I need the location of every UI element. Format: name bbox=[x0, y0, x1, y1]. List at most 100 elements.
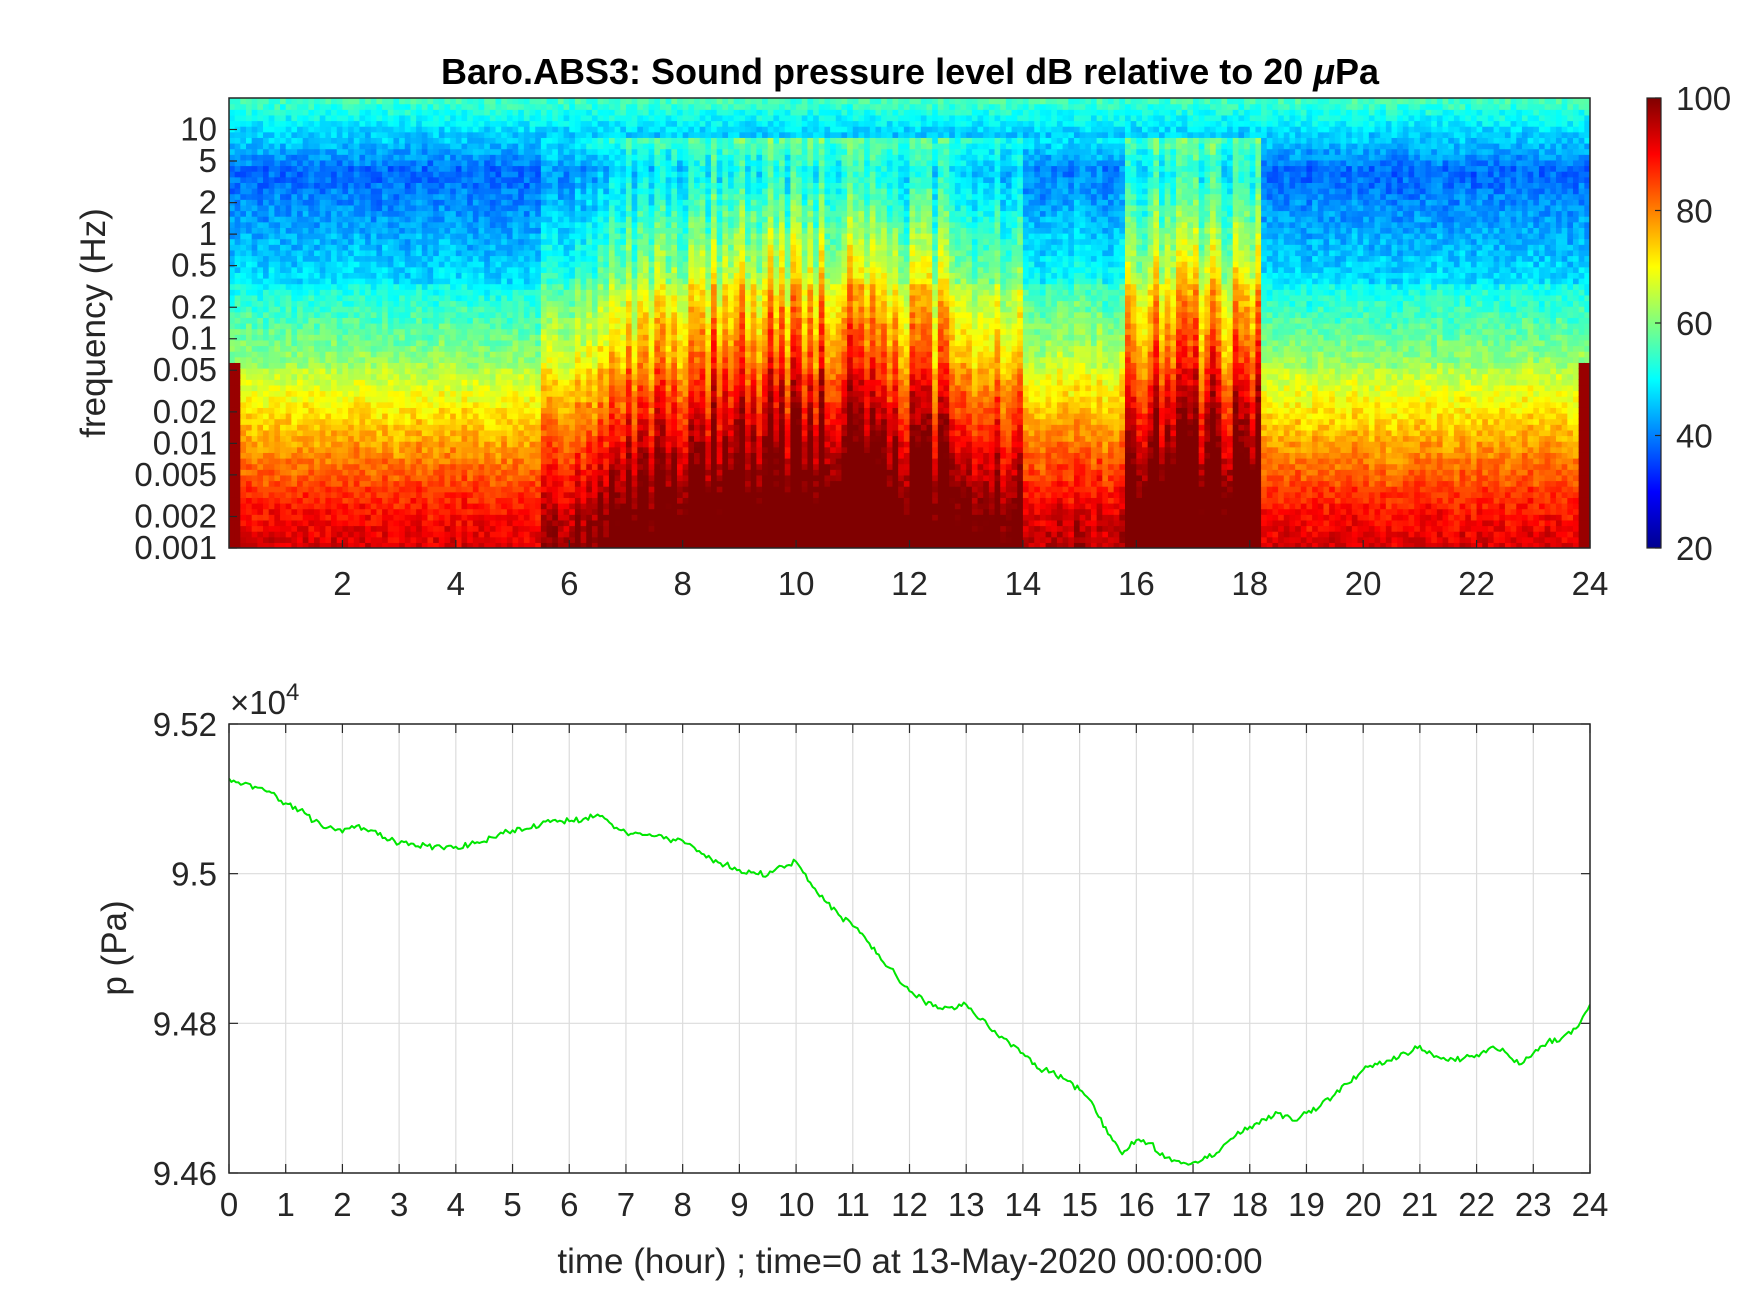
spectrogram-cell bbox=[523, 199, 531, 206]
spectrogram-cell bbox=[478, 379, 485, 386]
spectrogram-cell bbox=[472, 294, 480, 302]
spectrogram-cell bbox=[506, 351, 514, 358]
spectrogram-cell bbox=[274, 508, 281, 515]
spectrogram-cell bbox=[251, 261, 258, 268]
spectrogram-cell bbox=[353, 204, 361, 212]
spectrogram-cell bbox=[438, 176, 446, 183]
spectrogram-cell bbox=[427, 216, 434, 223]
spectrogram-cell bbox=[370, 480, 378, 487]
spectrogram-cell bbox=[540, 289, 548, 296]
spectrogram-cell bbox=[263, 351, 270, 358]
spectrogram-cell bbox=[348, 480, 355, 487]
spectrogram-cell bbox=[251, 441, 258, 448]
spectrogram-cell bbox=[393, 98, 400, 105]
spectrogram-cell bbox=[376, 221, 383, 228]
spectrogram-cell bbox=[557, 323, 565, 330]
spectrogram-cell bbox=[557, 452, 565, 459]
spectrogram-cell bbox=[557, 159, 565, 167]
spectrogram-cell bbox=[512, 525, 519, 532]
spectrogram-cell bbox=[365, 542, 372, 548]
spectrogram-cell bbox=[450, 188, 457, 195]
spectrogram-cell bbox=[234, 407, 241, 414]
spectrogram-cell bbox=[359, 283, 366, 290]
spectrogram-cell bbox=[274, 210, 281, 217]
spectrogram-cell bbox=[552, 536, 559, 543]
spectrogram-cell bbox=[274, 272, 281, 279]
spectrogram-cell bbox=[501, 339, 508, 347]
spectrogram-cell bbox=[540, 362, 548, 369]
spectrogram-cell bbox=[285, 452, 292, 459]
spectrogram-cell bbox=[387, 300, 395, 307]
spectrogram-cell bbox=[467, 345, 474, 352]
spectrogram-cell bbox=[342, 356, 349, 363]
spectrogram-cell bbox=[489, 334, 497, 341]
spectrogram-cell bbox=[455, 334, 463, 341]
spectrogram-cell bbox=[319, 137, 326, 144]
spectrogram-cell bbox=[461, 244, 468, 251]
spectrogram-cell bbox=[404, 474, 412, 482]
spectrogram-cell bbox=[563, 227, 570, 234]
spectrogram-cell bbox=[563, 418, 570, 425]
spectrogram-cell bbox=[506, 98, 514, 105]
spectrogram-cell bbox=[416, 503, 423, 510]
spectrogram-cell bbox=[501, 249, 508, 257]
spectrogram-cell bbox=[342, 480, 349, 487]
spectrogram-cell bbox=[263, 227, 270, 234]
spectrogram-cell bbox=[501, 351, 508, 358]
spectrogram-cell bbox=[535, 143, 542, 150]
spectrogram-cell bbox=[319, 429, 326, 437]
spectrogram-cell bbox=[444, 435, 451, 442]
spectrogram-cell bbox=[478, 171, 485, 178]
spectrogram-cell bbox=[574, 418, 582, 425]
spectrogram-cell bbox=[455, 435, 463, 442]
spectrogram-cell bbox=[416, 159, 423, 167]
spectrogram-cell bbox=[467, 221, 474, 228]
spectrogram-cell bbox=[461, 323, 468, 330]
spectrogram-cell bbox=[370, 188, 378, 195]
spectrogram-cell bbox=[246, 531, 253, 538]
spectrogram-cell bbox=[308, 204, 315, 212]
spectrogram-cell bbox=[529, 503, 536, 510]
spectrogram-cell bbox=[421, 368, 429, 375]
spectrogram-cell bbox=[308, 323, 315, 330]
spectrogram-cell bbox=[410, 345, 417, 352]
spectrogram-cell bbox=[365, 317, 372, 324]
spectrogram-cell bbox=[455, 418, 463, 425]
spectrogram-cell bbox=[433, 373, 440, 380]
spectrogram-cell bbox=[382, 508, 389, 515]
spectrogram-cell bbox=[444, 227, 451, 234]
spectrogram-cell bbox=[268, 120, 275, 127]
spectrogram-cell bbox=[574, 204, 582, 212]
spectrogram-cell bbox=[274, 334, 281, 341]
spectrogram-cell bbox=[450, 368, 457, 375]
spectrogram-cell bbox=[359, 204, 366, 212]
spectrogram-cell bbox=[569, 362, 576, 369]
spectrogram-cell bbox=[399, 148, 406, 155]
spectrogram-cell bbox=[574, 126, 582, 133]
spectrogram-cell bbox=[319, 283, 326, 290]
spectrogram-cell bbox=[234, 368, 241, 375]
spectrogram-cell bbox=[376, 210, 383, 217]
spectrogram-cell bbox=[234, 317, 241, 324]
spectrogram-cell bbox=[574, 469, 582, 476]
spectrogram-cell bbox=[382, 244, 389, 251]
spectrogram-cell bbox=[563, 542, 570, 548]
spectrogram-cell bbox=[512, 109, 519, 116]
spectrogram-cell bbox=[506, 165, 514, 172]
spectrogram-cell bbox=[387, 171, 395, 178]
spectrogram-cell bbox=[387, 261, 395, 268]
spectrogram-cell bbox=[280, 474, 287, 482]
spectrogram-cell bbox=[353, 216, 361, 223]
spectrogram-cell bbox=[416, 390, 423, 397]
spectrogram-cell bbox=[353, 323, 361, 330]
spectrogram-cell bbox=[399, 249, 406, 257]
spectrogram-cell bbox=[229, 508, 236, 515]
spectrogram-cell bbox=[580, 351, 587, 358]
spectrogram-cell bbox=[336, 210, 344, 217]
spectrogram-cell bbox=[246, 384, 253, 392]
spectrogram-cell bbox=[563, 351, 570, 358]
spectrogram-cell bbox=[274, 503, 281, 510]
spectrogram-cell bbox=[297, 480, 304, 487]
spectrogram-cell bbox=[376, 176, 383, 183]
spectrogram-cell bbox=[410, 193, 417, 200]
